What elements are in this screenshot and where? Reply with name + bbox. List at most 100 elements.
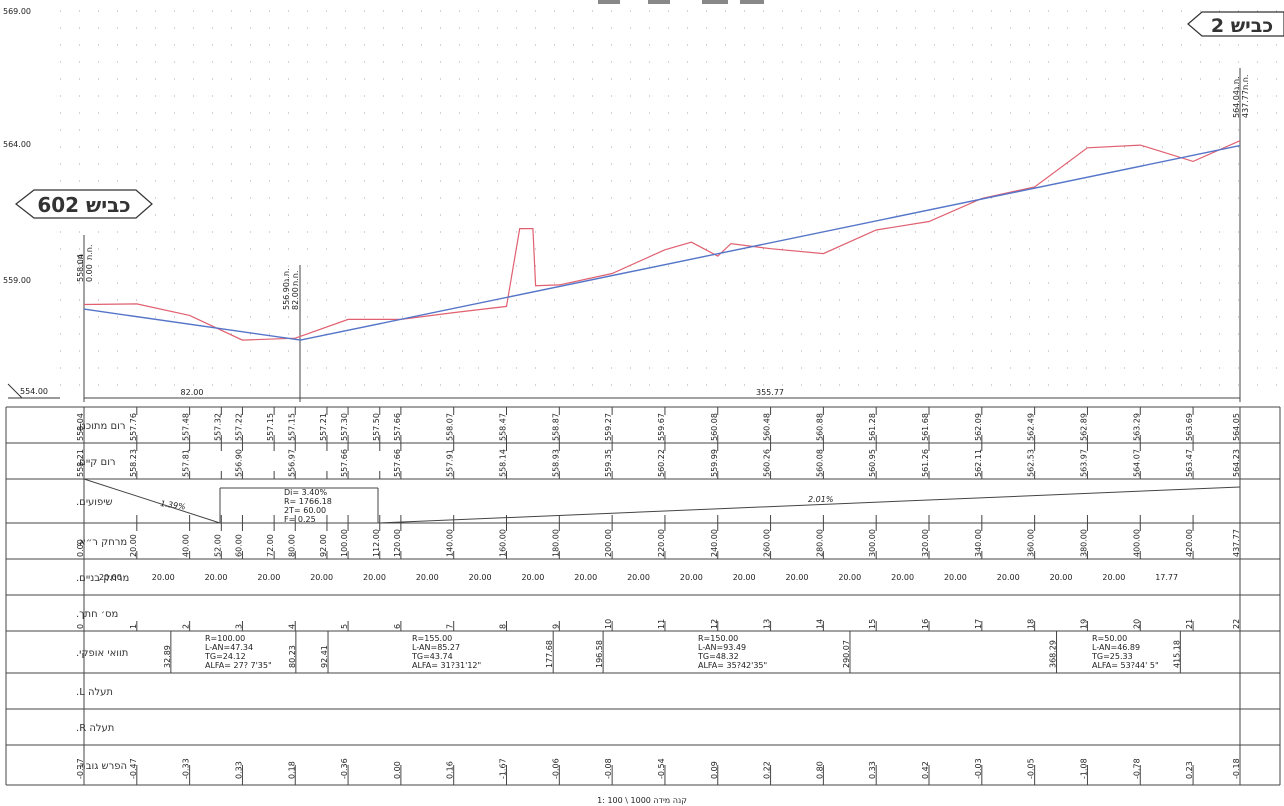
row-label-1: רום קיים. (76, 457, 116, 468)
offset-14: 200.00 (604, 529, 613, 557)
section-22: 22 (1232, 619, 1241, 629)
curve-4-r: R=50.00 (1092, 634, 1127, 643)
diff-16: 0.42 (921, 761, 930, 779)
diff-0: -0.17 (76, 758, 85, 779)
section-2: 2 (182, 624, 191, 629)
design-elev-18: 560.88 (815, 413, 824, 441)
section-6: 6 (393, 624, 402, 629)
design-elev-19: 561.28 (868, 413, 877, 441)
design-elev-12: 558.47 (499, 413, 508, 441)
dim-355: 355.77 (756, 388, 784, 397)
existing-elev-26: 564.23 (1232, 449, 1241, 477)
existing-elev-20: 561.26 (921, 449, 930, 477)
offset-2: 40.00 (182, 534, 191, 557)
offset-8: 100.00 (340, 529, 349, 557)
station-mark-mid-sta-suffix: ח.ת. (291, 270, 300, 286)
curve-1-alfa: ALFA= 27? 7'35" (205, 661, 272, 670)
between-9: 20.00 (574, 573, 597, 582)
station-mark-start-sta-suffix: ח.ת. (85, 244, 94, 260)
existing-elev-10: 557.66 (393, 449, 402, 477)
curve-station-1: 80.23 (288, 645, 297, 668)
curve-3-tg: TG=48.32 (697, 652, 739, 661)
design-elev-13: 558.87 (551, 413, 560, 441)
design-elev-11: 558.07 (446, 413, 455, 441)
between-14: 20.00 (838, 573, 861, 582)
curve-3-r: R=150.00 (698, 634, 738, 643)
between-18: 20.00 (1050, 573, 1073, 582)
elev-label-564: 564.00 (3, 140, 31, 149)
row-label-7: תעלה L. (76, 687, 113, 698)
existing-elev-19: 560.95 (868, 449, 877, 477)
design-elev-8: 557.30 (340, 413, 349, 441)
design-elev-26: 564.05 (1232, 413, 1241, 441)
curve-4-alfa: ALFA= 53?44' 5" (1092, 661, 1159, 670)
offset-10: 120.00 (393, 529, 402, 557)
design-elev-20: 561.68 (921, 413, 930, 441)
existing-elev-16: 559.99 (710, 449, 719, 477)
profile-table: רום מתוכנן. רום קיים. שיפועים. מרחק ר״א. מרח… (5, 406, 1281, 786)
diff-19: -1.08 (1079, 758, 1088, 779)
section-8: 8 (499, 624, 508, 629)
design-elev-6: 557.15 (287, 413, 296, 441)
existing-ground-line (83, 140, 1241, 341)
between-3: 20.00 (257, 573, 280, 582)
offset-7: 92.00 (319, 534, 328, 557)
section-17: 17 (974, 619, 983, 629)
diff-6: 0.00 (393, 761, 402, 779)
slope-2: 2.01% (808, 495, 833, 504)
row-label-4: מרחק בניים. (76, 573, 129, 584)
between-6: 20.00 (416, 573, 439, 582)
design-elev-23: 562.89 (1079, 413, 1088, 441)
curve-station-5: 290.07 (842, 640, 851, 668)
offset-20: 320.00 (921, 529, 930, 557)
offset-23: 380.00 (1079, 529, 1088, 557)
design-elev-22: 562.49 (1027, 413, 1036, 441)
curve-2: R=155.00 L-AN=85.27 TG=43.74 ALFA= 31?31… (411, 634, 481, 670)
curve-1-r: R=100.00 (205, 634, 245, 643)
section-19: 19 (1079, 619, 1088, 629)
design-elev-16: 560.08 (710, 413, 719, 441)
between-2: 20.00 (205, 573, 228, 582)
design-elev-0: 558.04 (76, 413, 85, 441)
curve-4-l: L-AN=46.89 (1092, 643, 1140, 652)
road-sign-left-text: כביש 602 (37, 193, 130, 217)
existing-elev-4: 556.90 (234, 449, 243, 477)
curve-3: R=150.00 L-AN=93.49 TG=48.32 ALFA= 35?42… (697, 634, 767, 670)
vc-f: F= 0.25 (284, 515, 316, 524)
design-grade-line (83, 144, 1241, 341)
row-label-6: תוואי אופקי. (76, 648, 128, 659)
offset-18: 280.00 (815, 529, 824, 557)
curve-2-l: L-AN=85.27 (412, 643, 460, 652)
section-20: 20 (1132, 619, 1141, 629)
between-17: 20.00 (997, 573, 1020, 582)
road-sign-right-text: כביש 2 (1211, 15, 1273, 37)
offset-0: 0.00 (76, 539, 85, 557)
offset-5: 72.00 (266, 534, 275, 557)
diff-1: -0.47 (129, 758, 138, 779)
between-12: 20.00 (733, 573, 756, 582)
offset-15: 220.00 (657, 529, 666, 557)
existing-elev-24: 564.07 (1132, 449, 1141, 477)
design-elev-15: 559.67 (657, 413, 666, 441)
row-label-2: שיפועים. (76, 497, 113, 508)
curve-1-l: L-AN=47.34 (205, 643, 253, 652)
diff-4: 0.18 (287, 761, 296, 779)
diff-2: -0.33 (182, 758, 191, 779)
design-elev-2: 557.48 (182, 413, 191, 441)
diff-22: -0.18 (1232, 758, 1241, 779)
section-11: 11 (657, 619, 666, 629)
curve-station-2: 92.41 (320, 645, 329, 668)
offset-9: 112.00 (372, 529, 381, 557)
offset-19: 300.00 (868, 529, 877, 557)
station-mark-start: 558.04 ת.ג. 0.00 ח.ת. (76, 244, 94, 282)
curve-2-alfa: ALFA= 31?31'12" (412, 661, 481, 670)
row-label-3: מרחק ר״א. (76, 537, 127, 548)
vc-di: Di= 3.40% (284, 488, 327, 497)
diff-15: 0.33 (868, 761, 877, 779)
section-5: 5 (340, 624, 349, 629)
row-label-5: מס׳ חתך. (76, 609, 118, 620)
station-mark-end: 564.04 ת.ג. 437.77 ח.ת. (1232, 74, 1250, 118)
section-4: 4 (287, 624, 296, 629)
between-0: 20.00 (99, 573, 122, 582)
